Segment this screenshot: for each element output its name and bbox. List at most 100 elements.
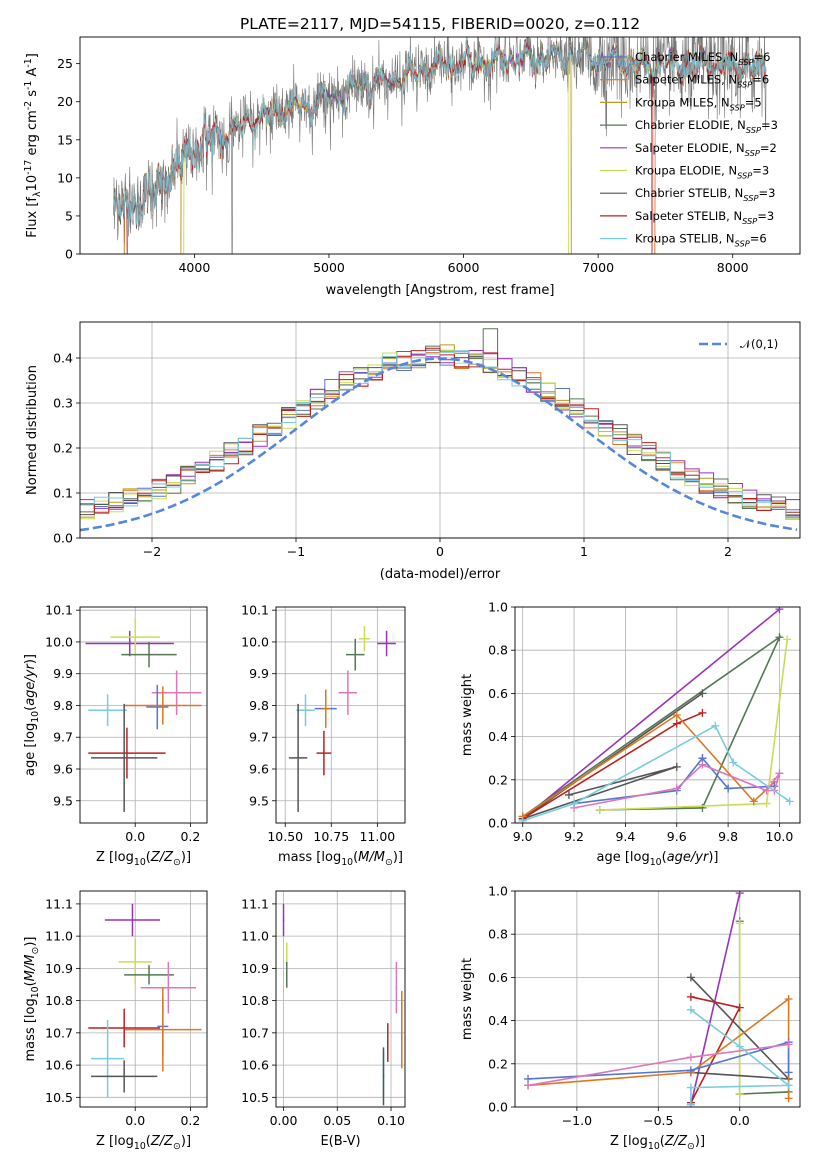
y-tick-label: 10.8 — [45, 993, 73, 1008]
x-tick-label: 9.0 — [513, 829, 533, 844]
label-text-segment: ( — [23, 706, 38, 711]
data-point — [148, 653, 150, 656]
x-tick-label: 0.05 — [323, 1113, 351, 1128]
label-text-segment: age/yr — [667, 850, 710, 865]
data-point — [382, 1075, 385, 1078]
label-text-segment: Z/Z — [150, 1134, 174, 1149]
plus-marker — [762, 799, 771, 808]
data-point — [400, 1028, 403, 1031]
label-text-segment: 10 — [30, 711, 41, 723]
label-text-segment: -2 — [23, 101, 34, 110]
label-text-segment: ( — [146, 850, 151, 865]
x-tick-label: 11.00 — [359, 829, 395, 844]
plus-marker — [735, 1042, 744, 1051]
y-tick-label: 0.0 — [53, 531, 73, 546]
data-point — [123, 1075, 125, 1078]
label-text-segment: s — [25, 90, 40, 101]
plot-area — [288, 626, 396, 812]
data-point — [128, 642, 131, 645]
data-point — [134, 636, 137, 638]
y-tick-label: 0 — [65, 247, 73, 262]
label-text-segment: 10 — [650, 857, 662, 868]
x-axis-label: E(B-V) — [320, 1134, 360, 1149]
x-tick-label: 10.50 — [267, 829, 303, 844]
plot-area — [80, 328, 800, 532]
y-tick-label: 1.0 — [488, 884, 508, 899]
plus-marker — [686, 973, 695, 982]
plus-marker — [686, 1005, 695, 1014]
label-text-segment: ( — [660, 1134, 665, 1149]
data-point — [285, 974, 288, 976]
data-point — [347, 691, 349, 694]
plus-marker — [735, 891, 744, 898]
label-text-segment: ⊙ — [173, 857, 181, 868]
data-point — [354, 653, 357, 656]
y-tick-label: 9.5 — [249, 793, 269, 808]
axes-frame — [79, 321, 801, 539]
label-text-segment: ( — [23, 981, 38, 986]
label-text-segment: =3 — [761, 118, 778, 132]
label-text-segment: =5 — [745, 95, 762, 109]
label-text-segment: 10 — [25, 175, 40, 192]
label-text-segment: SSP — [730, 102, 745, 112]
y-tick-label: 0.8 — [488, 643, 508, 658]
x-tick-label: 2 — [724, 544, 732, 559]
label-text-segment: 10 — [648, 1141, 660, 1152]
plus-marker — [735, 1090, 744, 1099]
data-point — [162, 1028, 164, 1031]
axes-frame — [79, 606, 208, 824]
label-text-segment: Z [log — [610, 1134, 648, 1149]
data-point — [175, 691, 178, 694]
y-tick-label: 10 — [57, 170, 73, 185]
y-tick-label: 10.1 — [45, 603, 73, 618]
legend-entry-gaussian: 𝒩(0,1) — [740, 337, 778, 351]
label-text-segment: Z [log — [96, 850, 134, 865]
x-axis-label: (data-model)/error — [380, 567, 501, 582]
plus-marker — [686, 1053, 695, 1062]
legend-entry: Salpeter MILES, NSSP=6 — [635, 73, 769, 90]
label-text-segment: )] — [181, 850, 191, 865]
y-axis-label: age [log10(age/yr)] — [23, 654, 41, 776]
plus-marker — [564, 790, 573, 799]
label-text-segment: ⊙ — [385, 857, 393, 868]
x-tick-label: 0.2 — [180, 829, 200, 844]
legend-entry: Salpeter ELODIE, NSSP=2 — [635, 141, 777, 158]
x-tick-label: 6000 — [448, 260, 480, 275]
y-tick-label: 10.5 — [45, 1090, 73, 1105]
plot-area — [518, 607, 794, 823]
x-tick-label: 9.2 — [564, 829, 584, 844]
y-axis-label: mass weight — [460, 958, 475, 1040]
x-tick-label: 1 — [580, 544, 588, 559]
x-axis-label: Z [log10(Z/Z⊙)] — [96, 1134, 191, 1152]
label-text-segment: A — [25, 68, 40, 81]
label-text-segment: =6 — [752, 73, 769, 87]
data-point — [106, 1057, 109, 1060]
mass-weight-line — [573, 763, 781, 809]
plus-marker — [729, 758, 738, 767]
plus-marker — [711, 721, 720, 730]
label-text-segment: Salpeter ELODIE, N — [635, 141, 745, 155]
data-point — [282, 919, 285, 921]
label-text-segment: =3 — [757, 209, 774, 223]
gaussian-reference-line — [80, 357, 798, 532]
y-tick-label: 20 — [57, 94, 73, 109]
x-tick-label: 9.6 — [667, 829, 687, 844]
legend-entry: Chabrier STELIB, NSSP=3 — [635, 186, 775, 203]
data-point — [387, 1041, 389, 1044]
plus-marker — [735, 1003, 744, 1012]
label-text-segment: Kroupa MILES, N — [635, 95, 730, 109]
label-text-segment: SSP — [738, 57, 753, 67]
y-tick-label: 10.0 — [45, 634, 73, 649]
data-point — [131, 919, 134, 921]
label-text-segment: E(B-V) — [320, 1134, 360, 1149]
y-tick-label: 9.9 — [53, 666, 73, 681]
plus-marker — [784, 1040, 793, 1049]
label-text-segment: mass weight — [460, 958, 475, 1040]
mass-weight-line — [527, 1041, 790, 1080]
plus-marker — [672, 784, 681, 793]
x-tick-label: 10.75 — [313, 829, 349, 844]
plus-marker — [785, 797, 794, 806]
mass-weight-line — [599, 639, 788, 811]
legend-entry: Salpeter STELIB, NSSP=3 — [635, 209, 774, 226]
mass-weight-line — [522, 608, 781, 820]
